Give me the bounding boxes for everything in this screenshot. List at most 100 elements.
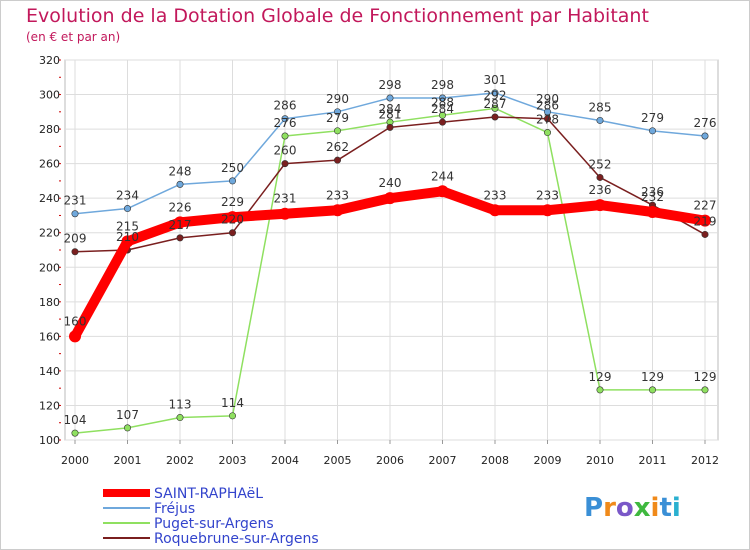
data-point-2 (596, 386, 604, 394)
data-label-2: 278 (536, 113, 559, 127)
data-point-3 (333, 156, 341, 164)
data-point-0 (489, 204, 501, 217)
x-tick-label: 2001 (114, 454, 142, 467)
data-label-0: 233 (484, 188, 507, 202)
legend-label-puget: Puget-sur-Argens (154, 516, 274, 532)
legend: SAINT-RAPHAëL Fréjus Puget-sur-Argens Ro… (103, 486, 319, 547)
data-label-0: 231 (274, 192, 297, 206)
x-tick-label: 2011 (639, 454, 667, 467)
data-label-1: 285 (589, 100, 612, 114)
chart-title: Evolution de la Dotation Globale de Fonc… (26, 5, 649, 27)
y-tick-label: 180 (39, 296, 60, 309)
axes: 100 120 140 160 180 200 220 240 260 280 300 320 2000… (39, 54, 719, 467)
data-point-2 (648, 386, 656, 394)
data-label-3: 262 (326, 140, 349, 154)
data-point-2 (333, 127, 341, 135)
data-point-0 (121, 235, 134, 248)
data-label-0: 236 (589, 183, 612, 197)
legend-label-frejus: Fréjus (154, 501, 195, 517)
data-point-1 (71, 210, 79, 218)
x-tick-label: 2006 (376, 454, 404, 467)
data-label-3: 209 (64, 232, 87, 246)
data-point-3 (229, 229, 237, 237)
data-point-3 (176, 234, 184, 242)
data-point-0 (594, 199, 606, 212)
y-tick-label: 260 (39, 158, 60, 171)
data-point-0 (436, 185, 449, 198)
data-label-1: 248 (169, 164, 192, 178)
y-tick-label: 280 (39, 123, 60, 136)
data-label-2: 279 (326, 111, 349, 125)
data-point-3 (491, 113, 499, 121)
data-point-1 (596, 116, 604, 124)
data-label-0: 232 (641, 190, 664, 204)
x-tick-label: 2002 (166, 454, 194, 467)
data-point-1 (124, 205, 132, 213)
data-point-0 (69, 330, 81, 343)
logo-letter: i (672, 493, 681, 523)
data-point-2 (701, 386, 709, 394)
x-tick-label: 2009 (534, 454, 562, 467)
legend-label-roquebrune: Roquebrune-sur-Argens (154, 531, 319, 547)
data-point-3 (543, 115, 551, 123)
data-point-1 (229, 177, 237, 185)
data-point-0 (384, 192, 396, 205)
y-tick-label: 140 (39, 365, 60, 378)
x-tick-label: 2005 (324, 454, 352, 467)
logo-letter: t (659, 493, 671, 523)
data-label-0: 240 (379, 176, 402, 190)
data-label-3: 281 (379, 107, 402, 121)
data-label-1: 234 (116, 189, 139, 203)
data-label-0: 229 (221, 195, 244, 209)
data-label-2: 113 (169, 398, 192, 412)
data-point-2 (229, 412, 237, 420)
data-point-1 (438, 94, 446, 102)
data-label-1: 290 (326, 92, 349, 106)
data-point-2 (124, 424, 132, 432)
data-label-2: 284 (379, 102, 402, 116)
data-point-3 (438, 118, 446, 126)
x-tick-label: 2004 (271, 454, 299, 467)
y-tick-label: 120 (39, 399, 60, 412)
logo-letter: P (584, 493, 603, 523)
data-point-3 (596, 173, 604, 181)
data-label-3: 219 (694, 214, 717, 228)
x-tick-label: 2003 (219, 454, 247, 467)
logo-letter: x (634, 493, 651, 523)
data-label-0: 227 (694, 199, 717, 213)
data-label-3: 284 (431, 102, 454, 116)
data-label-0: 226 (169, 200, 192, 214)
proxiti-logo: Proxiti (584, 493, 681, 523)
data-label-1: 279 (641, 111, 664, 125)
x-tick-label: 2000 (61, 454, 89, 467)
data-label-2: 276 (274, 116, 297, 130)
data-point-0 (279, 207, 291, 220)
data-label-1: 286 (274, 99, 297, 113)
data-label-1: 276 (694, 116, 717, 130)
data-label-3: 252 (589, 157, 612, 171)
data-point-0 (174, 216, 186, 229)
data-label-1: 231 (64, 194, 87, 208)
y-tick-label: 100 (39, 434, 60, 447)
data-label-3: 210 (116, 230, 139, 244)
data-label-2: 114 (221, 396, 244, 410)
legend-label-saint-raphael: SAINT-RAPHAëL (154, 486, 263, 502)
data-point-2 (543, 129, 551, 137)
y-tick-label: 240 (39, 192, 60, 205)
x-tick-label: 2012 (691, 454, 719, 467)
logo-letter: i (651, 493, 660, 523)
series-lines (69, 89, 711, 437)
x-tick-label: 2007 (429, 454, 457, 467)
y-tick-label: 220 (39, 227, 60, 240)
logo-letter: o (616, 493, 634, 523)
data-label-3: 287 (484, 97, 507, 111)
data-label-1: 298 (431, 78, 454, 92)
data-label-2: 129 (694, 370, 717, 384)
data-label-1: 250 (221, 161, 244, 175)
data-point-1 (386, 94, 394, 102)
data-point-3 (701, 230, 709, 238)
data-label-2: 288 (431, 95, 454, 109)
data-label-2: 292 (484, 88, 507, 102)
data-point-2 (438, 111, 446, 119)
